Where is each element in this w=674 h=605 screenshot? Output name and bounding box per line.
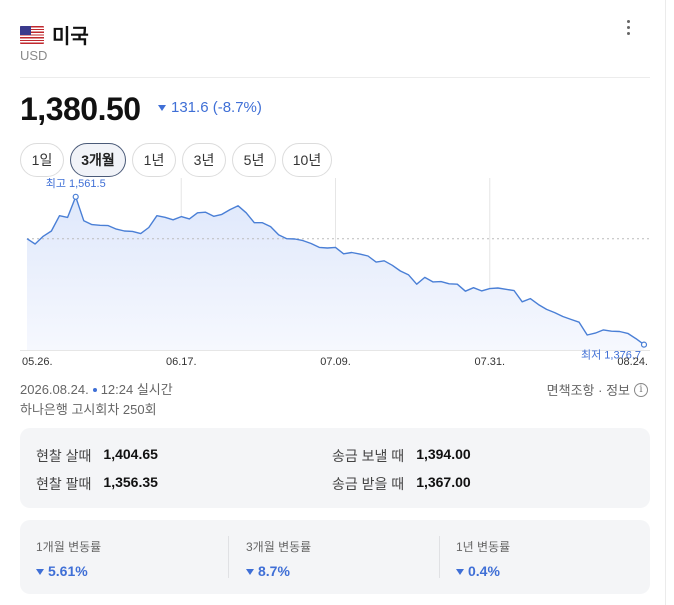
x-tick-label: 06.17. <box>166 356 197 368</box>
currency-code: USD <box>20 48 48 63</box>
high-point-marker <box>72 193 79 200</box>
change-label: 1개월 변동률 <box>36 540 102 554</box>
down-arrow-icon <box>36 568 44 575</box>
meta-info: 2026.08.24. 12:24 실시간 하나은행 고시회차 250회 <box>20 380 173 420</box>
country-name: 미국 <box>52 26 89 48</box>
rate-send: 송금 보낼 때 1,394.00 <box>332 446 471 466</box>
low-point-marker <box>640 341 648 348</box>
meta-source: 하나은행 고시회차 250회 <box>20 402 157 417</box>
price-change-value: 131.6 (-8.7%) <box>171 99 262 116</box>
change-3m: 3개월 변동률 8.7% <box>246 538 311 579</box>
more-options-icon[interactable] <box>618 16 638 38</box>
change-label: 3개월 변동률 <box>246 540 312 554</box>
current-price: 1,380.50 <box>20 91 141 127</box>
tab-1d[interactable]: 1일 <box>20 143 64 177</box>
tab-10y[interactable]: 10년 <box>282 143 332 177</box>
x-tick-label: 05.26. <box>22 356 53 368</box>
rate-label: 송금 보낼 때 <box>332 448 405 464</box>
header-divider <box>20 77 650 78</box>
x-tick-label: 07.09. <box>320 356 351 368</box>
change-1y: 1년 변동률 0.4% <box>456 538 510 579</box>
change-value: 0.4% <box>468 563 500 579</box>
us-flag-icon <box>20 25 44 44</box>
change-label: 1년 변동률 <box>456 540 511 554</box>
rates-panel: 현찰 살때 1,404.65 현찰 팔때 1,356.35 송금 보낼 때 1,… <box>20 428 650 508</box>
disclaimer-text: 면책조항 · 정보 <box>546 383 630 398</box>
low-label: 최저 1,376.7 <box>581 349 641 362</box>
exchange-rate-chart[interactable]: 최고 1,561.5 최저 1,376.7 05.26. 06.17. 07.09. 07… <box>0 178 666 374</box>
tab-5y[interactable]: 5년 <box>232 143 276 177</box>
change-value: 8.7% <box>258 563 290 579</box>
change-1m: 1개월 변동률 5.61% <box>36 538 101 579</box>
tab-3y[interactable]: 3년 <box>182 143 226 177</box>
tab-1y[interactable]: 1년 <box>132 143 176 177</box>
meta-time: 12:24 실시간 <box>100 382 173 397</box>
down-arrow-icon <box>456 568 464 575</box>
down-arrow-icon <box>246 568 254 575</box>
currency-header: 미국 <box>20 20 89 49</box>
rate-value: 1,367.00 <box>416 474 471 490</box>
meta-date: 2026.08.24. <box>20 382 89 397</box>
rate-value: 1,404.65 <box>103 446 158 462</box>
rate-label: 현찰 살때 <box>36 448 92 464</box>
info-icon: i <box>634 382 648 397</box>
x-tick-label: 07.31. <box>474 356 505 368</box>
price-change: 131.6 (-8.7%) <box>158 99 262 116</box>
rate-receive: 송금 받을 때 1,367.00 <box>332 474 471 494</box>
high-label: 최고 1,561.5 <box>46 178 106 190</box>
change-value: 5.61% <box>48 563 88 579</box>
change-rates-panel: 1개월 변동률 5.61% 3개월 변동률 8.7% 1년 변동률 0.4% <box>20 520 650 594</box>
period-tabs: 1일 3개월 1년 3년 5년 10년 <box>20 143 332 177</box>
x-tick-label: 08.24. <box>617 356 648 368</box>
series-line <box>26 196 645 346</box>
rate-label: 현찰 팔때 <box>36 476 92 492</box>
rate-label: 송금 받을 때 <box>332 476 405 492</box>
divider <box>439 536 440 578</box>
live-dot-icon <box>92 387 97 392</box>
tab-3m[interactable]: 3개월 <box>70 143 126 177</box>
disclaimer-link[interactable]: 면책조항 · 정보 i <box>547 380 648 399</box>
rate-value: 1,356.35 <box>103 474 158 490</box>
rate-cash-buy: 현찰 살때 1,404.65 <box>36 446 158 466</box>
down-arrow-icon <box>158 105 166 111</box>
area-fill <box>27 196 644 350</box>
divider <box>228 536 229 578</box>
rate-value: 1,394.00 <box>416 446 471 462</box>
rate-cash-sell: 현찰 팔때 1,356.35 <box>36 474 158 494</box>
